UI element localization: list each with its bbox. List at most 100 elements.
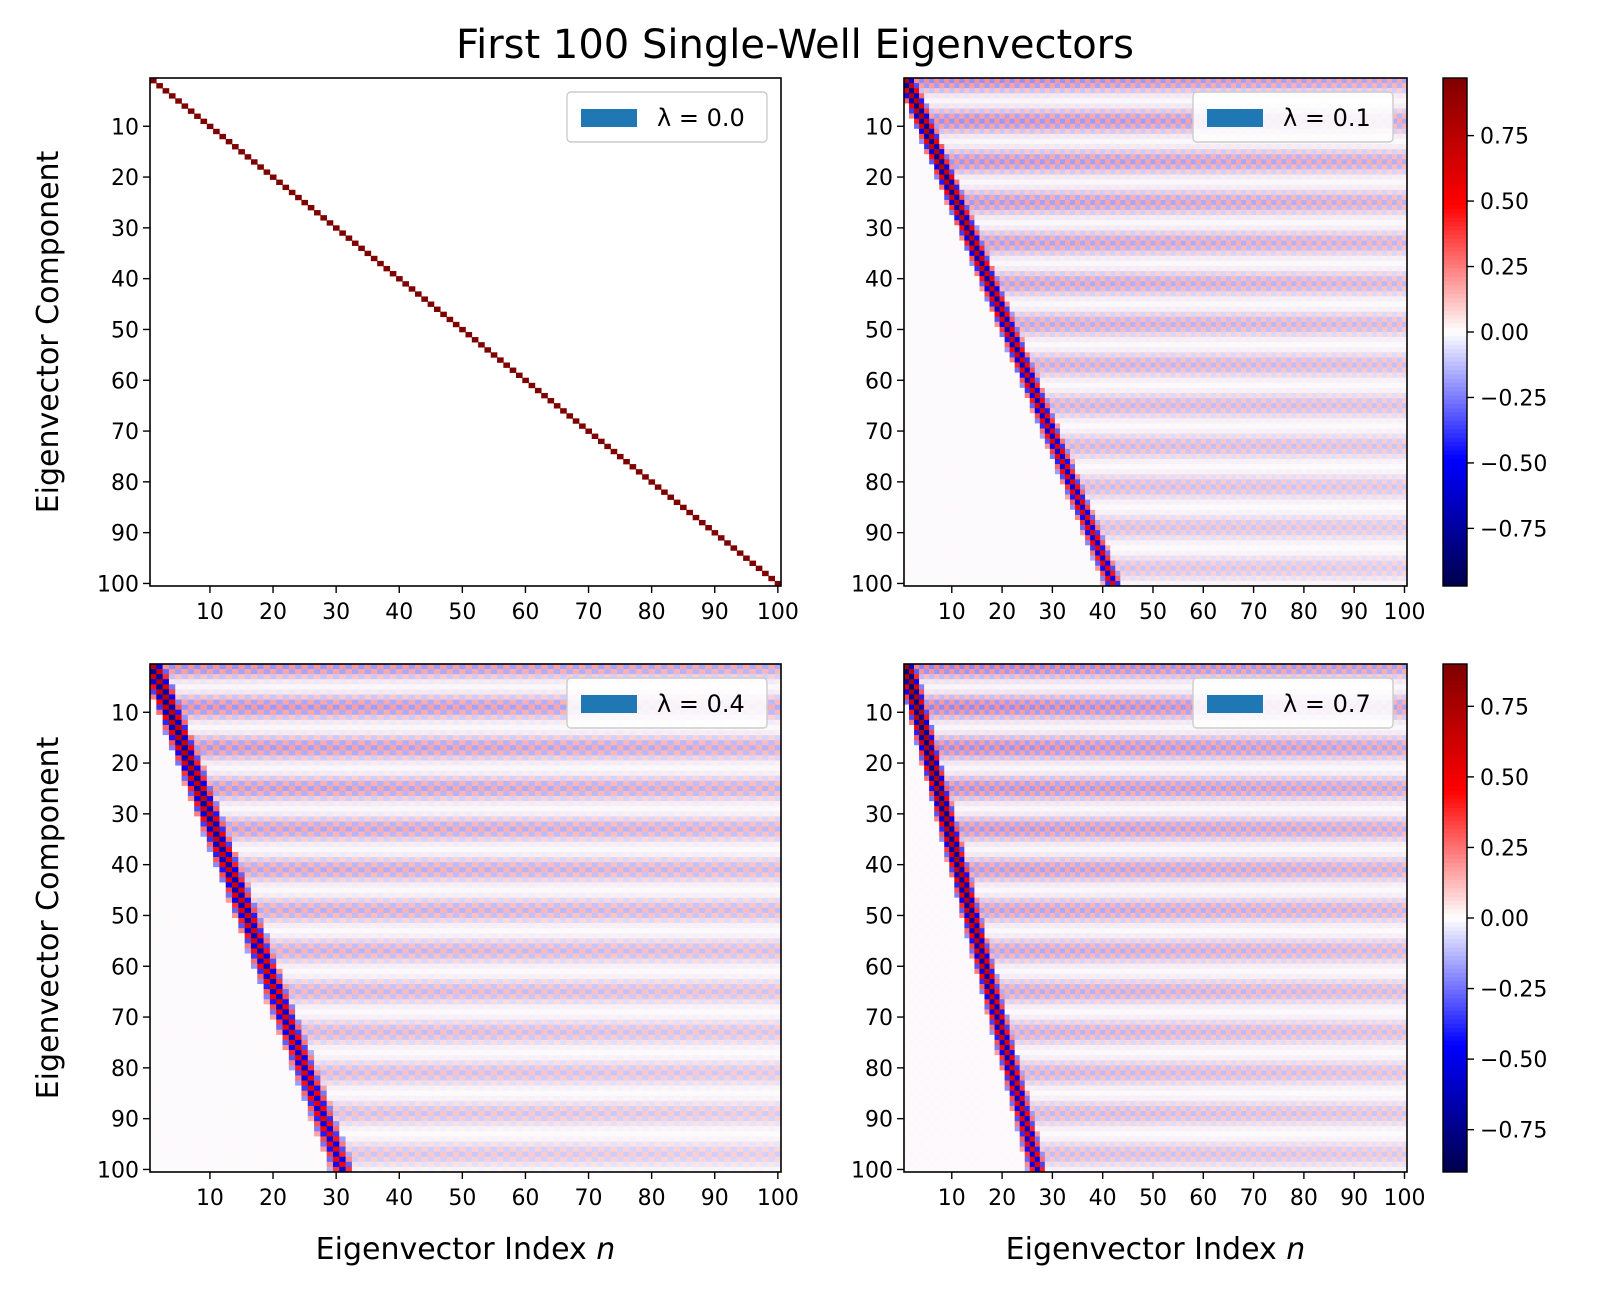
heatmap-cell [1050, 286, 1055, 291]
heatmap-cell [1316, 276, 1321, 281]
heatmap-cell [1221, 205, 1226, 210]
heatmap-cell [990, 291, 995, 296]
heatmap-cell [1362, 144, 1367, 149]
heatmap-cell [1000, 296, 1005, 301]
heatmap-cell [1181, 149, 1186, 154]
heatmap-cell [1321, 246, 1326, 251]
heatmap-cell [1367, 205, 1372, 210]
heatmap-cell [944, 296, 949, 301]
heatmap-cell [1045, 225, 1050, 230]
heatmap-cell [984, 271, 989, 276]
heatmap-cell [1196, 246, 1201, 251]
heatmap-cell [964, 154, 969, 159]
heatmap-cell [1075, 195, 1080, 200]
heatmap-cell [924, 108, 929, 113]
heatmap-cell [1000, 175, 1005, 180]
heatmap-cell [1286, 317, 1291, 322]
heatmap-cell [924, 154, 929, 159]
heatmap-cell [1342, 175, 1347, 180]
heatmap-cell [1156, 159, 1161, 164]
heatmap-cell [934, 302, 939, 307]
heatmap-cell [954, 302, 959, 307]
heatmap-cell [1176, 246, 1181, 251]
heatmap-cell [990, 241, 995, 246]
heatmap-cell [1070, 220, 1075, 225]
heatmap-cell [1055, 220, 1060, 225]
heatmap-cell [984, 180, 989, 185]
heatmap-cell [1025, 317, 1030, 322]
heatmap-cell [1337, 241, 1342, 246]
heatmap-cell [1000, 291, 1005, 296]
heatmap-cell [1357, 200, 1362, 205]
heatmap-cell [984, 220, 989, 225]
heatmap-cell [1392, 220, 1397, 225]
heatmap-cell [1010, 144, 1015, 149]
heatmap-cell [909, 93, 914, 98]
heatmap-cell [1156, 246, 1161, 251]
heatmap-cell [1337, 307, 1342, 312]
heatmap-cell [1201, 291, 1206, 296]
heatmap-cell [1397, 159, 1402, 164]
heatmap-cell [1065, 296, 1070, 301]
heatmap-cell [1316, 154, 1321, 159]
heatmap-cell [1266, 205, 1271, 210]
heatmap-cell [1020, 149, 1025, 154]
heatmap-cell [1075, 119, 1080, 124]
heatmap-cell [1115, 230, 1120, 235]
heatmap-cell [1010, 154, 1015, 159]
heatmap-cell [1347, 246, 1352, 251]
heatmap-cell [1332, 164, 1337, 169]
heatmap-cell [1236, 296, 1241, 301]
heatmap-cell [1150, 296, 1155, 301]
heatmap-cell [1145, 291, 1150, 296]
heatmap-cell [1246, 220, 1251, 225]
heatmap-cell [990, 185, 995, 190]
heatmap-cell [1316, 83, 1321, 88]
heatmap-cell [1055, 119, 1060, 124]
heatmap-cell [959, 251, 964, 256]
heatmap-cell [1392, 200, 1397, 205]
heatmap-cell [1296, 195, 1301, 200]
heatmap-cell [1000, 261, 1005, 266]
heatmap-cell [1060, 261, 1065, 266]
heatmap-cell [954, 251, 959, 256]
heatmap-cell [1065, 307, 1070, 312]
heatmap-cell [1352, 241, 1357, 246]
heatmap-cell [1301, 149, 1306, 154]
heatmap-cell [1050, 119, 1055, 124]
heatmap-cell [1065, 302, 1070, 307]
heatmap-cell [1276, 230, 1281, 235]
heatmap-cell [1256, 281, 1261, 286]
heatmap-cell [1301, 78, 1306, 83]
heatmap-cell [934, 230, 939, 235]
heatmap-cell [1130, 281, 1135, 286]
heatmap-cell [984, 175, 989, 180]
heatmap-cell [1055, 159, 1060, 164]
heatmap-cell [1256, 286, 1261, 291]
heatmap-cell [1392, 144, 1397, 149]
heatmap-cell [1161, 215, 1166, 220]
heatmap-cell [1070, 215, 1075, 220]
heatmap-cell [1387, 271, 1392, 276]
heatmap-cell [949, 190, 954, 195]
heatmap-cell [1171, 317, 1176, 322]
heatmap-cell [1201, 307, 1206, 312]
heatmap-cell [1161, 83, 1166, 88]
heatmap-cell [1115, 286, 1120, 291]
heatmap-cell [1347, 205, 1352, 210]
heatmap-cell [1115, 256, 1120, 261]
heatmap-cell [1372, 271, 1377, 276]
heatmap-cell [929, 230, 934, 235]
heatmap-cell [1231, 83, 1236, 88]
heatmap-cell [1327, 307, 1332, 312]
heatmap-cell [1156, 175, 1161, 180]
heatmap-cell [964, 220, 969, 225]
heatmap-cell [1090, 230, 1095, 235]
heatmap-cell [1342, 154, 1347, 159]
heatmap-cell [1080, 302, 1085, 307]
heatmap-cell [949, 291, 954, 296]
heatmap-cell [959, 261, 964, 266]
heatmap-cell [1005, 159, 1010, 164]
heatmap-cell [1161, 317, 1166, 322]
heatmap-cell [1171, 139, 1176, 144]
